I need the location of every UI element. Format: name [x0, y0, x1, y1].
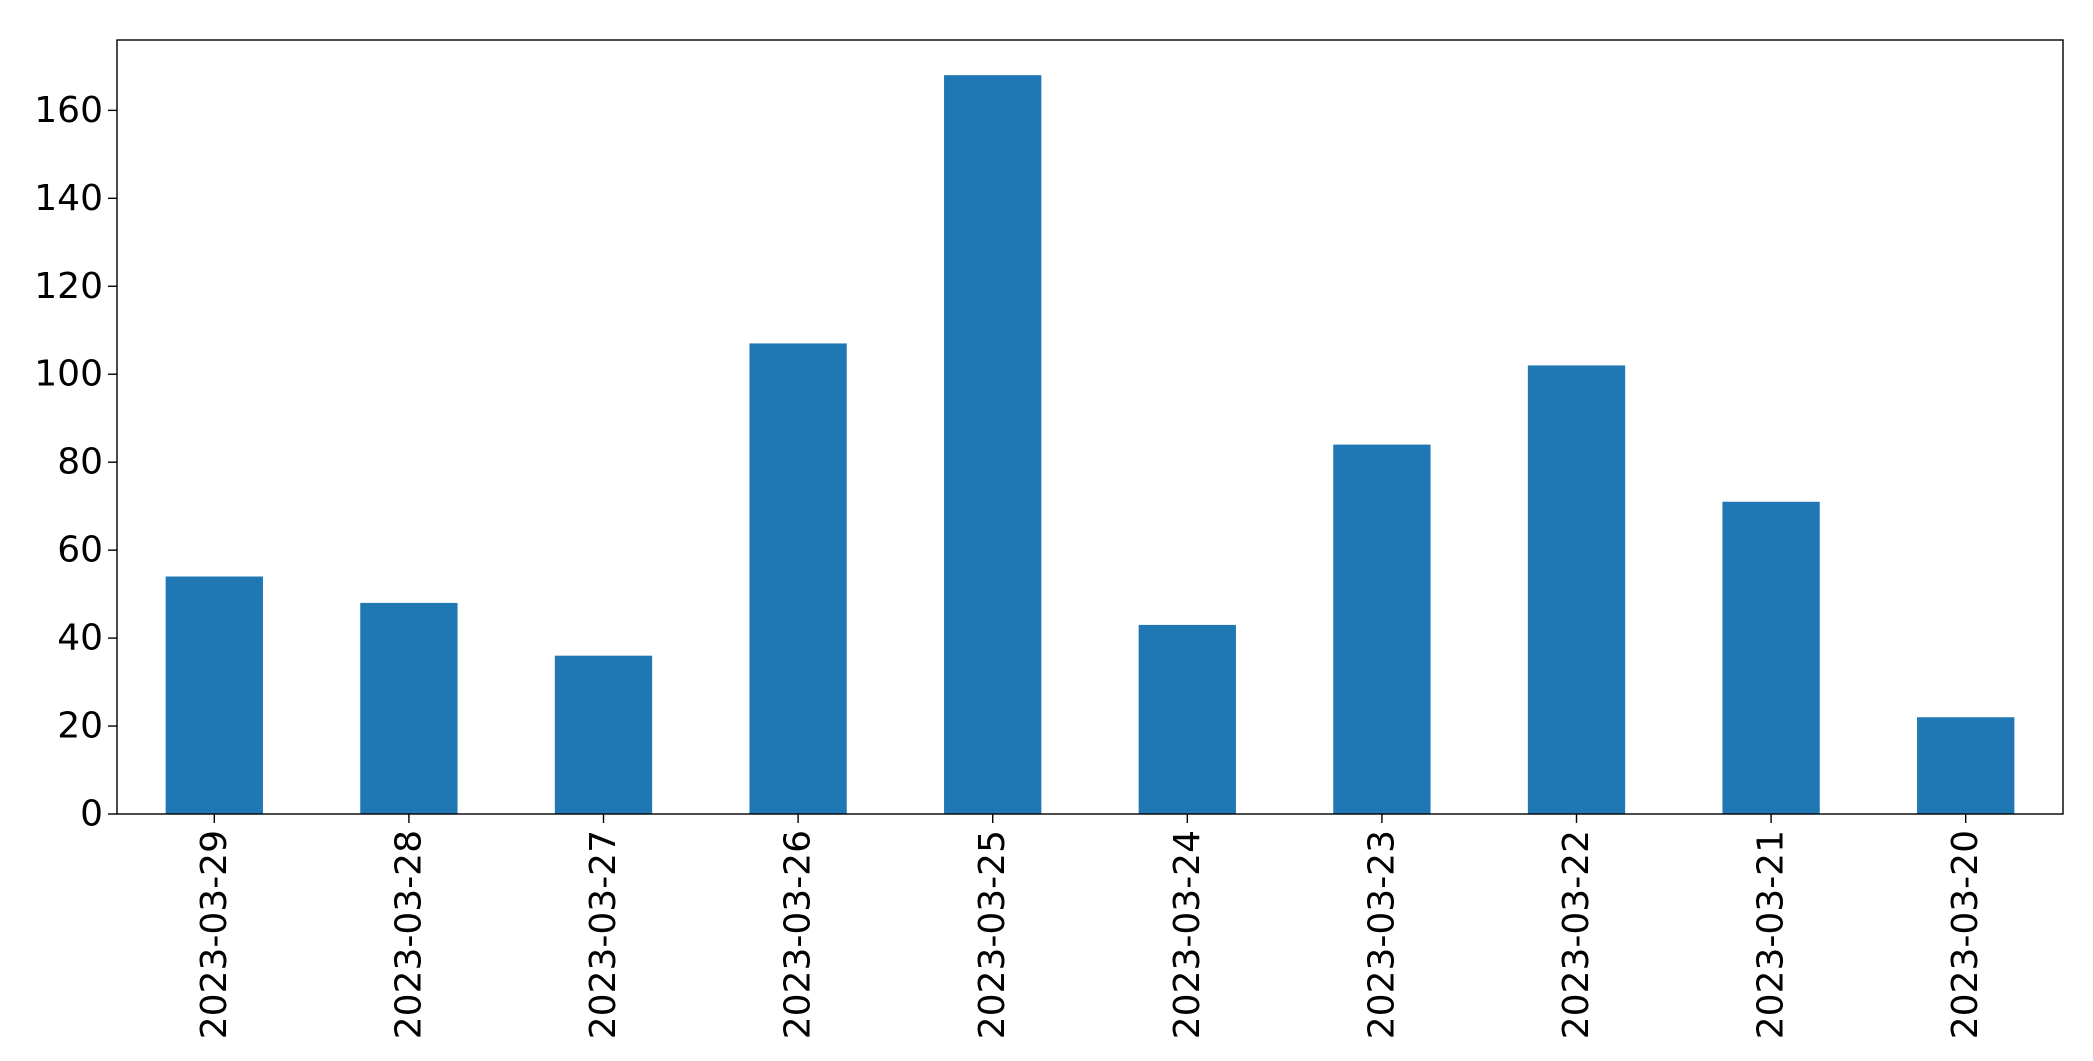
y-tick-label: 100: [34, 354, 103, 395]
x-tick-label: 2023-03-26: [778, 830, 819, 1039]
bar-2023-03-27: [554, 655, 653, 814]
bar-2023-03-20: [1917, 717, 2015, 814]
x-axis-ticks: 2023-03-29 2023-03-28 2023-03-27 2023-03-26…: [194, 814, 1986, 1039]
x-tick-label: 2023-03-23: [1361, 830, 1402, 1039]
bar-2023-03-25: [944, 75, 1042, 815]
y-tick-label: 80: [57, 442, 103, 483]
x-tick-label: 2023-03-22: [1556, 830, 1597, 1039]
x-tick-label: 2023-03-21: [1751, 830, 1792, 1039]
y-tick-label: 0: [80, 794, 103, 835]
bar-2023-03-29: [165, 576, 263, 814]
y-tick-label: 140: [34, 178, 103, 219]
x-tick-label: 2023-03-28: [388, 830, 429, 1039]
y-axis-ticks: 0 20 40 60 80 100 120 140 160: [34, 90, 117, 835]
bar-2023-03-24: [1138, 624, 1236, 814]
x-tick-label: 2023-03-27: [583, 830, 624, 1039]
x-tick-label: 2023-03-24: [1167, 830, 1208, 1039]
bar-2023-03-22: [1527, 365, 1626, 814]
bars: [165, 75, 2015, 815]
x-tick-label: 2023-03-25: [972, 830, 1013, 1039]
x-tick-label: 2023-03-20: [1945, 830, 1986, 1039]
bar-2023-03-26: [749, 343, 847, 814]
bar-2023-03-28: [360, 602, 458, 814]
y-tick-label: 60: [57, 530, 103, 571]
y-tick-label: 160: [34, 90, 103, 131]
y-tick-label: 40: [57, 618, 103, 659]
y-tick-label: 20: [57, 706, 103, 747]
x-tick-label: 2023-03-29: [194, 830, 235, 1039]
y-tick-label: 120: [34, 266, 103, 307]
plot-frame: [116, 39, 2064, 815]
bar-2023-03-23: [1333, 444, 1431, 814]
bar-2023-03-21: [1722, 501, 1820, 814]
